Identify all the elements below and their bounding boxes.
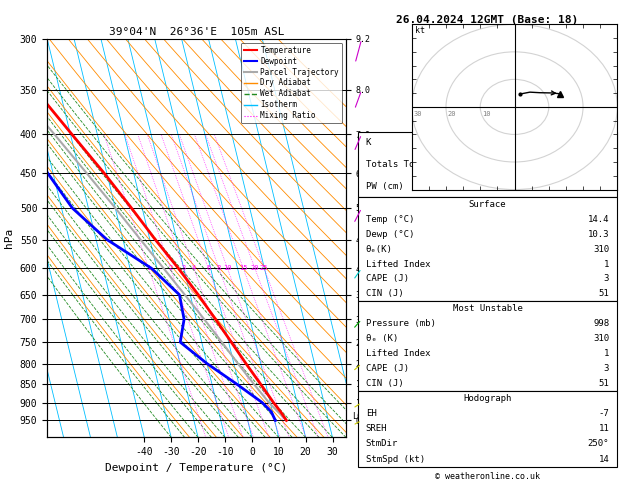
- Text: LCL: LCL: [352, 413, 367, 421]
- Text: 250°: 250°: [587, 439, 610, 449]
- Text: 2: 2: [169, 265, 172, 271]
- Text: StmDir: StmDir: [366, 439, 398, 449]
- Text: 25: 25: [260, 265, 269, 271]
- Text: 1: 1: [147, 265, 151, 271]
- Legend: Temperature, Dewpoint, Parcel Trajectory, Dry Adiabat, Wet Adiabat, Isotherm, Mi: Temperature, Dewpoint, Parcel Trajectory…: [240, 43, 342, 123]
- X-axis label: Dewpoint / Temperature (°C): Dewpoint / Temperature (°C): [106, 463, 287, 473]
- Text: 30: 30: [413, 111, 422, 117]
- Text: PW (cm): PW (cm): [366, 182, 403, 191]
- Bar: [358, 197, 617, 301]
- Text: 15: 15: [239, 265, 247, 271]
- Text: CAPE (J): CAPE (J): [366, 275, 409, 283]
- Text: Pressure (mb): Pressure (mb): [366, 319, 436, 329]
- Text: 310: 310: [593, 334, 610, 343]
- Text: 3: 3: [604, 364, 610, 373]
- Text: 14: 14: [598, 454, 610, 464]
- Text: kt: kt: [415, 26, 425, 35]
- Text: 8: 8: [217, 265, 221, 271]
- Text: 50: 50: [598, 160, 610, 169]
- Text: SREH: SREH: [366, 424, 387, 434]
- Text: 20: 20: [448, 111, 456, 117]
- Text: 51: 51: [598, 289, 610, 298]
- Y-axis label: hPa: hPa: [4, 228, 14, 248]
- Text: 6: 6: [206, 265, 210, 271]
- Text: Totals Totals: Totals Totals: [366, 160, 436, 169]
- Text: 1: 1: [604, 349, 610, 358]
- Text: 310: 310: [593, 244, 610, 254]
- Text: CIN (J): CIN (J): [366, 379, 403, 388]
- Text: StmSpd (kt): StmSpd (kt): [366, 454, 425, 464]
- Text: 10.3: 10.3: [587, 230, 610, 239]
- Text: CIN (J): CIN (J): [366, 289, 403, 298]
- Text: Surface: Surface: [469, 200, 506, 209]
- Text: 1.62: 1.62: [587, 182, 610, 191]
- Text: -7: -7: [598, 409, 610, 418]
- Text: θₑ(K): θₑ(K): [366, 244, 392, 254]
- Text: Hodograph: Hodograph: [464, 394, 511, 403]
- Bar: [358, 132, 617, 197]
- Text: θₑ (K): θₑ (K): [366, 334, 398, 343]
- Text: 10: 10: [223, 265, 231, 271]
- Text: 11: 11: [598, 424, 610, 434]
- Text: Dewp (°C): Dewp (°C): [366, 230, 414, 239]
- Text: © weatheronline.co.uk: © weatheronline.co.uk: [435, 472, 540, 481]
- Text: K: K: [366, 139, 371, 147]
- Text: Temp (°C): Temp (°C): [366, 215, 414, 224]
- Bar: [358, 391, 617, 467]
- Text: 26.04.2024 12GMT (Base: 18): 26.04.2024 12GMT (Base: 18): [396, 15, 579, 25]
- Text: 51: 51: [598, 379, 610, 388]
- Text: CAPE (J): CAPE (J): [366, 364, 409, 373]
- Bar: [358, 301, 617, 391]
- Text: 14.4: 14.4: [587, 215, 610, 224]
- Text: 3: 3: [182, 265, 186, 271]
- Text: 998: 998: [593, 319, 610, 329]
- Title: 39°04'N  26°36'E  105m ASL: 39°04'N 26°36'E 105m ASL: [109, 27, 284, 37]
- Text: 20: 20: [250, 265, 259, 271]
- Y-axis label: km
ASL: km ASL: [377, 238, 392, 258]
- Text: Lifted Index: Lifted Index: [366, 260, 430, 268]
- Text: 4: 4: [192, 265, 196, 271]
- Text: EH: EH: [366, 409, 377, 418]
- Text: Most Unstable: Most Unstable: [452, 304, 523, 313]
- Text: 24: 24: [598, 139, 610, 147]
- Text: Lifted Index: Lifted Index: [366, 349, 430, 358]
- Text: 1: 1: [604, 260, 610, 268]
- Text: 10: 10: [482, 111, 491, 117]
- Text: 3: 3: [604, 275, 610, 283]
